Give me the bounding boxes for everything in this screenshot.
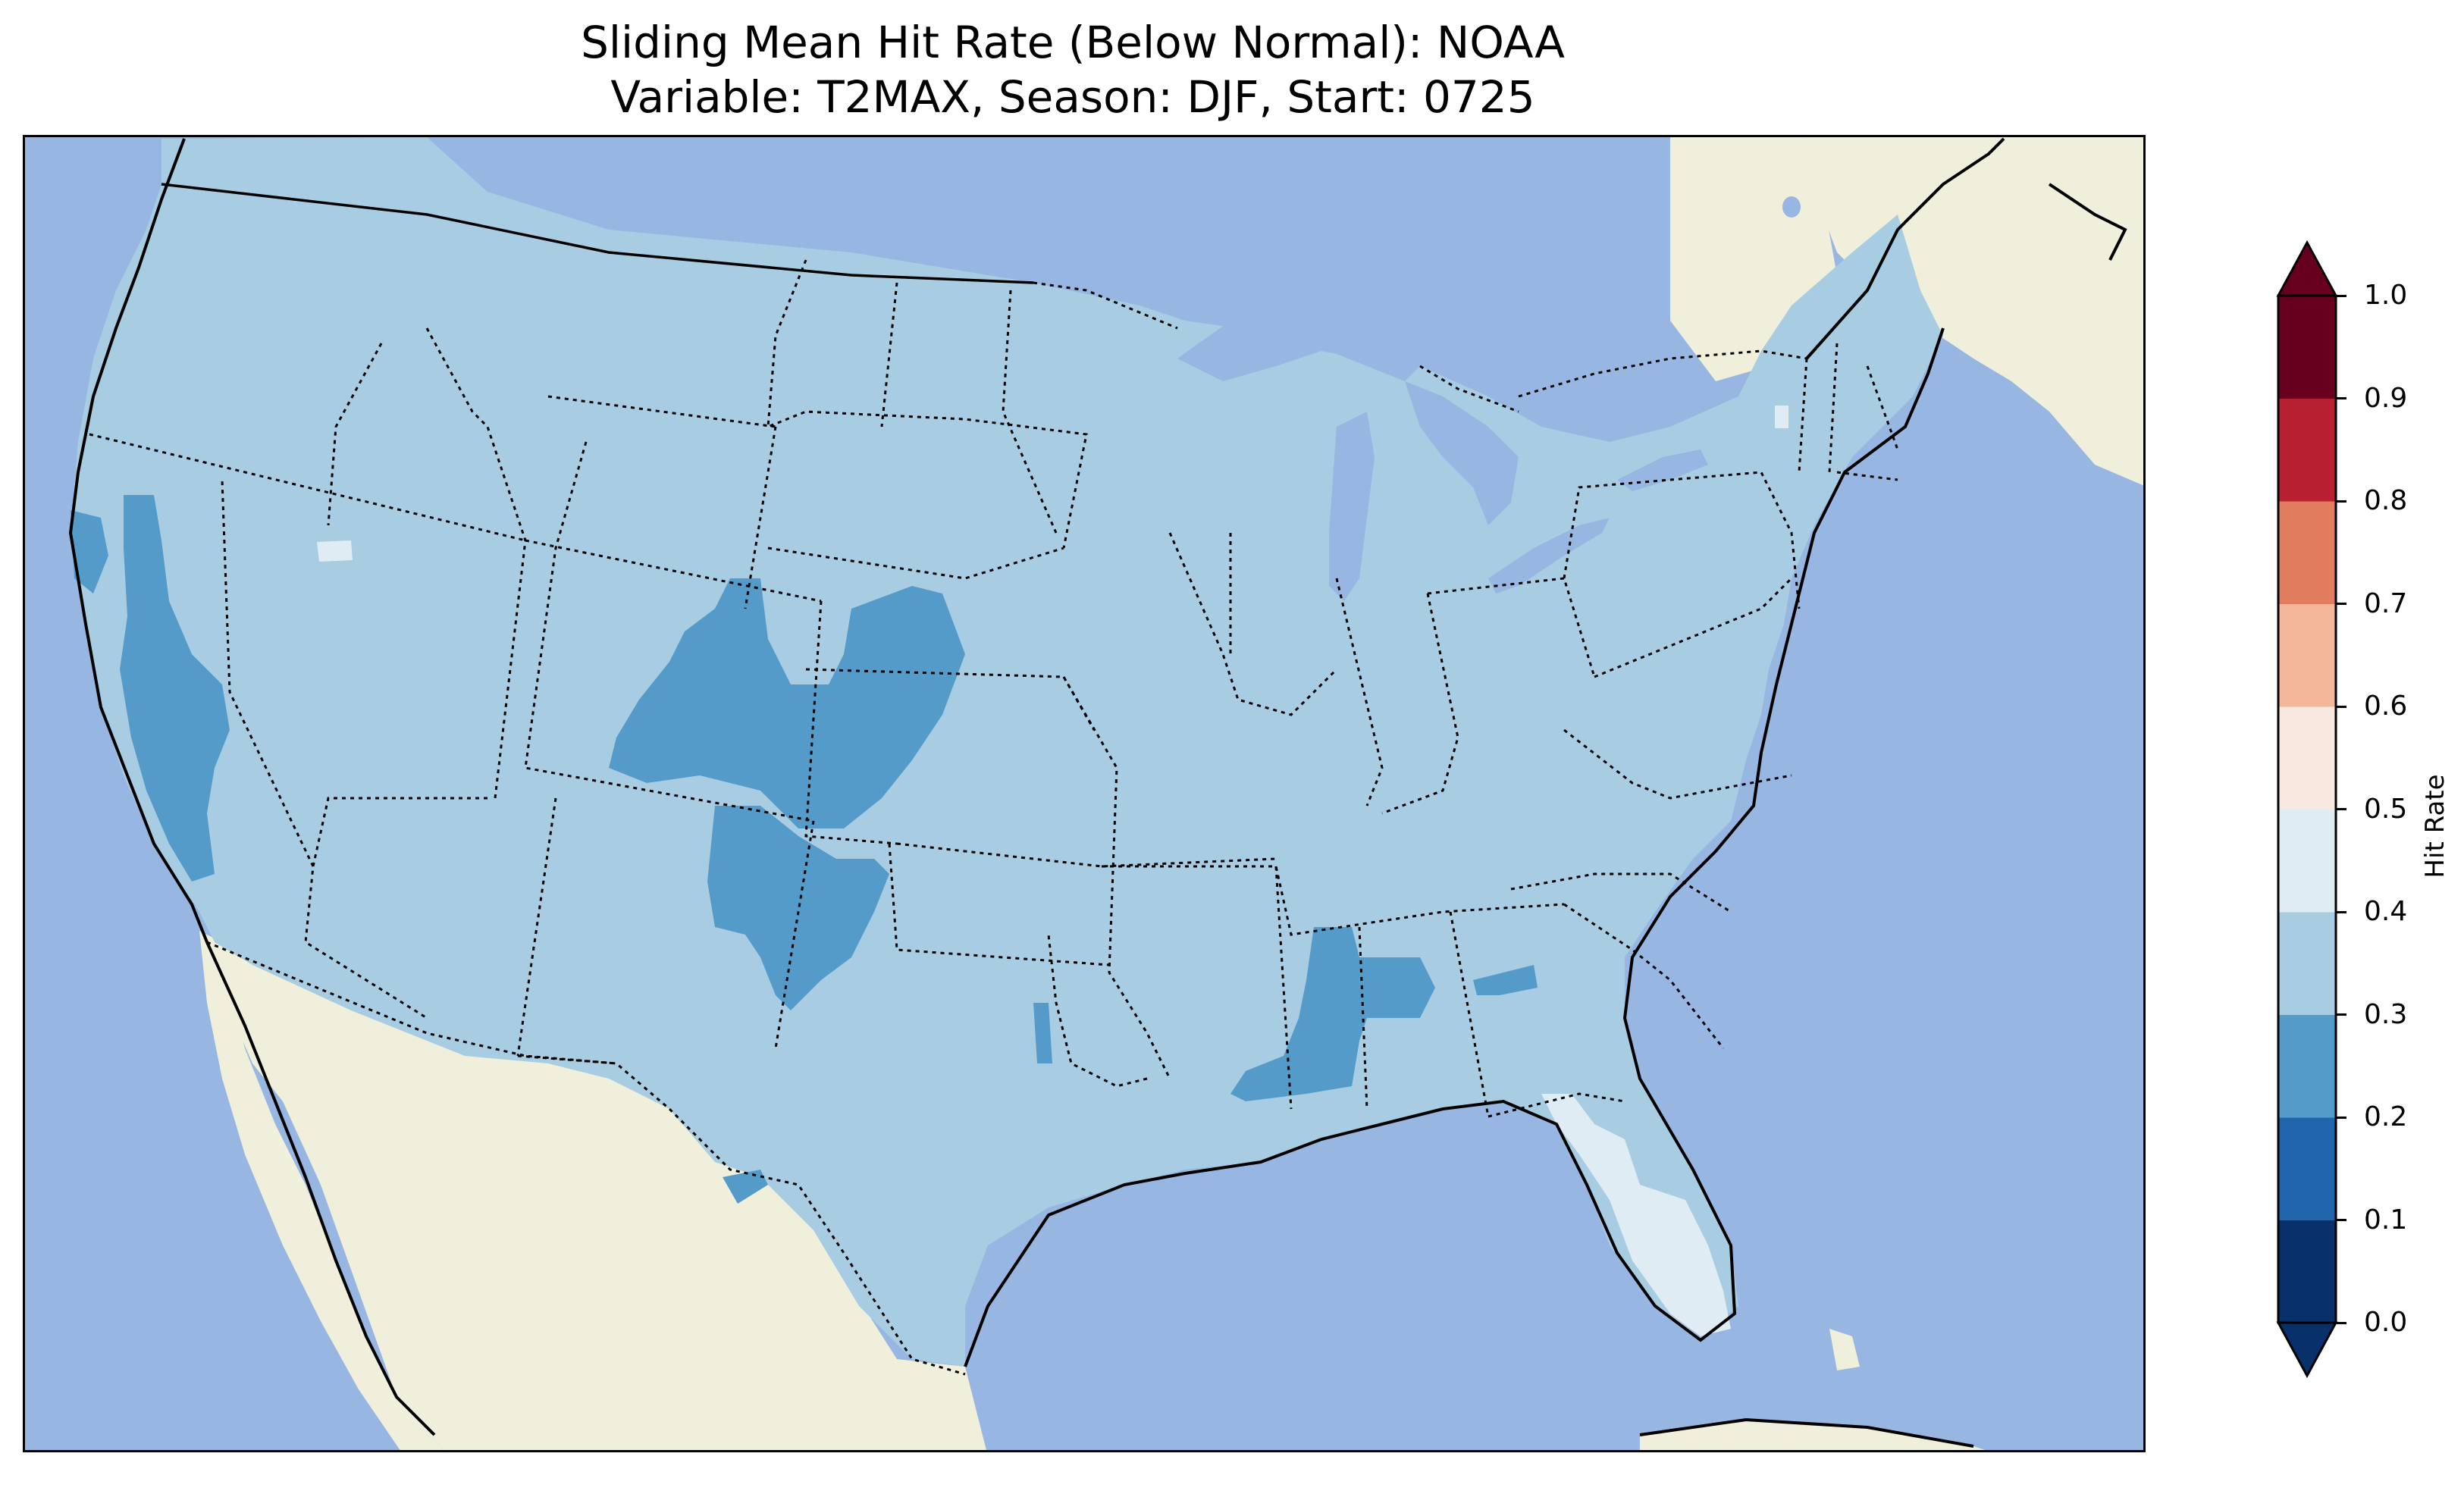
colorbar-tick-mark — [2336, 1116, 2346, 1119]
colorbar-tick-mark — [2336, 1013, 2346, 1016]
colorbar-tick-label: 0.8 — [2364, 485, 2408, 516]
cuba-land — [1640, 1420, 1986, 1450]
lake-erie — [1488, 518, 1610, 594]
colorbar-extend-min — [2276, 1321, 2338, 1379]
chart-title: Sliding Mean Hit Rate (Below Normal): NO… — [581, 17, 1565, 68]
colorbar-tick-label: 1.0 — [2364, 280, 2408, 311]
colorbar-tick-label: 0.0 — [2364, 1307, 2408, 1338]
colorbar-tick-label: 0.2 — [2364, 1101, 2408, 1132]
colorbar-tick-mark — [2336, 1321, 2346, 1324]
mexico-land — [199, 931, 986, 1450]
california-coast-low — [71, 510, 108, 594]
colorbar-bin — [2278, 1014, 2336, 1118]
state-borders — [89, 259, 1899, 1118]
maritimes-land — [2004, 184, 2125, 260]
texas-gulf-low — [723, 1170, 768, 1204]
florida-high-region — [1541, 1094, 1731, 1336]
colorbar-tick-label: 0.5 — [2364, 793, 2408, 825]
california-low-region — [120, 495, 230, 882]
us-canada-border — [161, 183, 1034, 284]
colorbar-tick-label: 0.9 — [2364, 382, 2408, 414]
lake-superior — [1177, 283, 1420, 381]
lake-michigan — [1329, 412, 1375, 601]
colorbar-extend-max — [2276, 240, 2338, 297]
new-york-high-spot — [1775, 406, 1788, 428]
colorbar-tick-mark — [2336, 500, 2346, 503]
colorbar-tick-label: 0.6 — [2364, 691, 2408, 722]
mississippi-low-region — [1230, 927, 1435, 1101]
lake-ontario — [1617, 449, 1708, 491]
colorbar-bin — [2278, 706, 2336, 810]
colorbar-tick-mark — [2336, 910, 2346, 913]
colorbar-tick-mark — [2336, 603, 2346, 605]
us-mexico-border — [206, 941, 966, 1376]
colorbar-tick-label: 0.4 — [2364, 896, 2408, 927]
colorbar-tick-mark — [2336, 294, 2346, 297]
colorbar-bin — [2278, 912, 2336, 1015]
colorbar-tick-label: 0.3 — [2364, 998, 2408, 1030]
map-panel — [23, 135, 2146, 1452]
colorbar-tick-mark — [2336, 705, 2346, 708]
new-mexico-low-region — [707, 806, 889, 1010]
georgia-low-region — [1473, 965, 1538, 995]
colorbar-bin — [2278, 296, 2336, 399]
colorbar-bin — [2278, 1117, 2336, 1220]
colorbar-tick-mark — [2336, 808, 2346, 810]
colorado-low-region — [609, 578, 965, 828]
lake-huron — [1405, 381, 1519, 525]
colorbar-bin — [2278, 501, 2336, 604]
chart-subtitle: Variable: T2MAX, Season: DJF, Start: 072… — [610, 71, 1535, 123]
colorbar-bin — [2278, 809, 2336, 913]
inland-lakes — [958, 146, 1801, 305]
colorbar-label: Hit Rate — [2420, 774, 2450, 879]
colorbar-outline — [2277, 294, 2337, 1324]
colorbar-tick-label: 0.7 — [2364, 587, 2408, 619]
colorbar-bin — [2278, 603, 2336, 707]
bahamas-land — [1829, 1329, 1860, 1370]
us-canada-border-east — [1033, 281, 1807, 413]
nevada-high-spot — [317, 540, 353, 562]
texas-panhandle-low — [1033, 1003, 1052, 1063]
colorbar-tick-mark — [2336, 397, 2346, 399]
colorbar-bin — [2278, 398, 2336, 502]
colorbar-tick-label: 0.1 — [2364, 1204, 2408, 1236]
canada-land — [161, 137, 2143, 486]
coastlines — [68, 137, 2127, 1448]
colorbar-tick-mark — [2336, 1219, 2346, 1221]
map-canvas — [25, 137, 2143, 1450]
colorbar-bin — [2278, 1220, 2336, 1323]
